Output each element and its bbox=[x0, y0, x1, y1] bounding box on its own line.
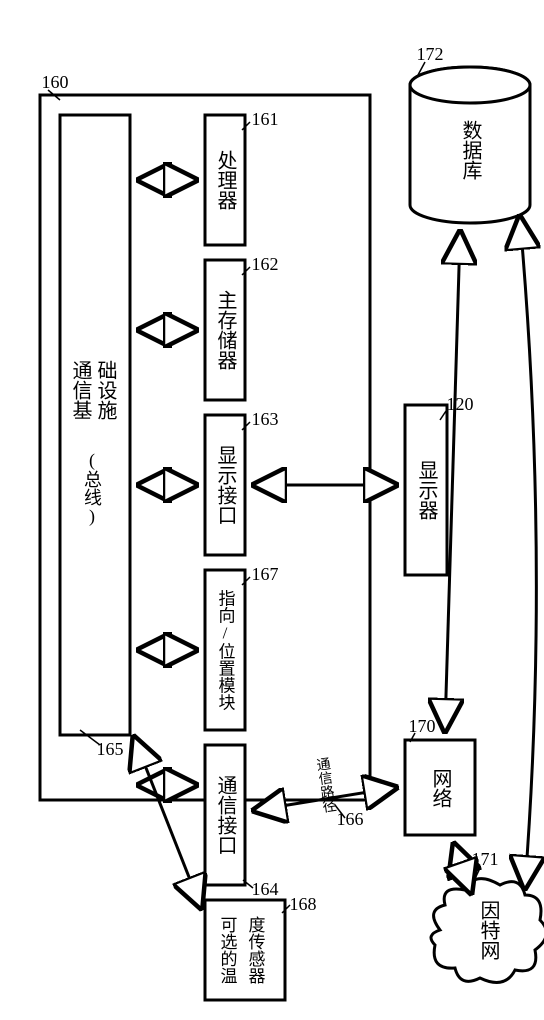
internet-cloud: 因特网 bbox=[431, 879, 544, 983]
database-shape: 数据库 bbox=[410, 67, 530, 223]
bus-num: 165 bbox=[97, 739, 124, 759]
svg-text:通信基: 通信基 bbox=[69, 360, 92, 420]
network-label: 网络 bbox=[429, 768, 452, 808]
network-num: 170 bbox=[409, 716, 436, 736]
arrow-db-internet bbox=[520, 220, 536, 885]
processor-label: 处理器 bbox=[214, 150, 237, 210]
internet-label: 因特网 bbox=[477, 900, 500, 960]
temp-label-1: 可选的温 bbox=[218, 916, 238, 984]
temp-label-2: 度传感器 bbox=[246, 916, 266, 984]
svg-text:(总线): (总线) bbox=[82, 450, 102, 527]
database-num: 172 bbox=[417, 44, 444, 64]
display-label: 显示器 bbox=[415, 460, 438, 520]
system-diagram: 160 通信基 础设施 (总线) 通信基 础设施 ︵总线︶ 通信基 通信基 础设… bbox=[10, 10, 544, 1010]
comm-if-num: 164 bbox=[252, 879, 279, 899]
memory-num: 162 bbox=[252, 254, 279, 274]
display-num: 120 bbox=[447, 394, 474, 414]
arrow-network-internet bbox=[455, 847, 470, 890]
temp-num: 168 bbox=[290, 894, 317, 914]
container-num: 160 bbox=[42, 72, 69, 92]
database-label: 数据库 bbox=[459, 120, 482, 180]
display-if-label: 显示接口 bbox=[214, 445, 237, 525]
memory-label: 主存储器 bbox=[214, 290, 237, 370]
comm-if-label: 通信接口 bbox=[214, 775, 237, 855]
internet-num: 171 bbox=[472, 849, 499, 869]
orient-label: 指向/位置模块 bbox=[216, 589, 236, 710]
display-if-num: 163 bbox=[252, 409, 279, 429]
orient-num: 167 bbox=[252, 564, 279, 584]
processor-num: 161 bbox=[252, 109, 279, 129]
svg-text:础设施: 础设施 bbox=[94, 360, 117, 420]
